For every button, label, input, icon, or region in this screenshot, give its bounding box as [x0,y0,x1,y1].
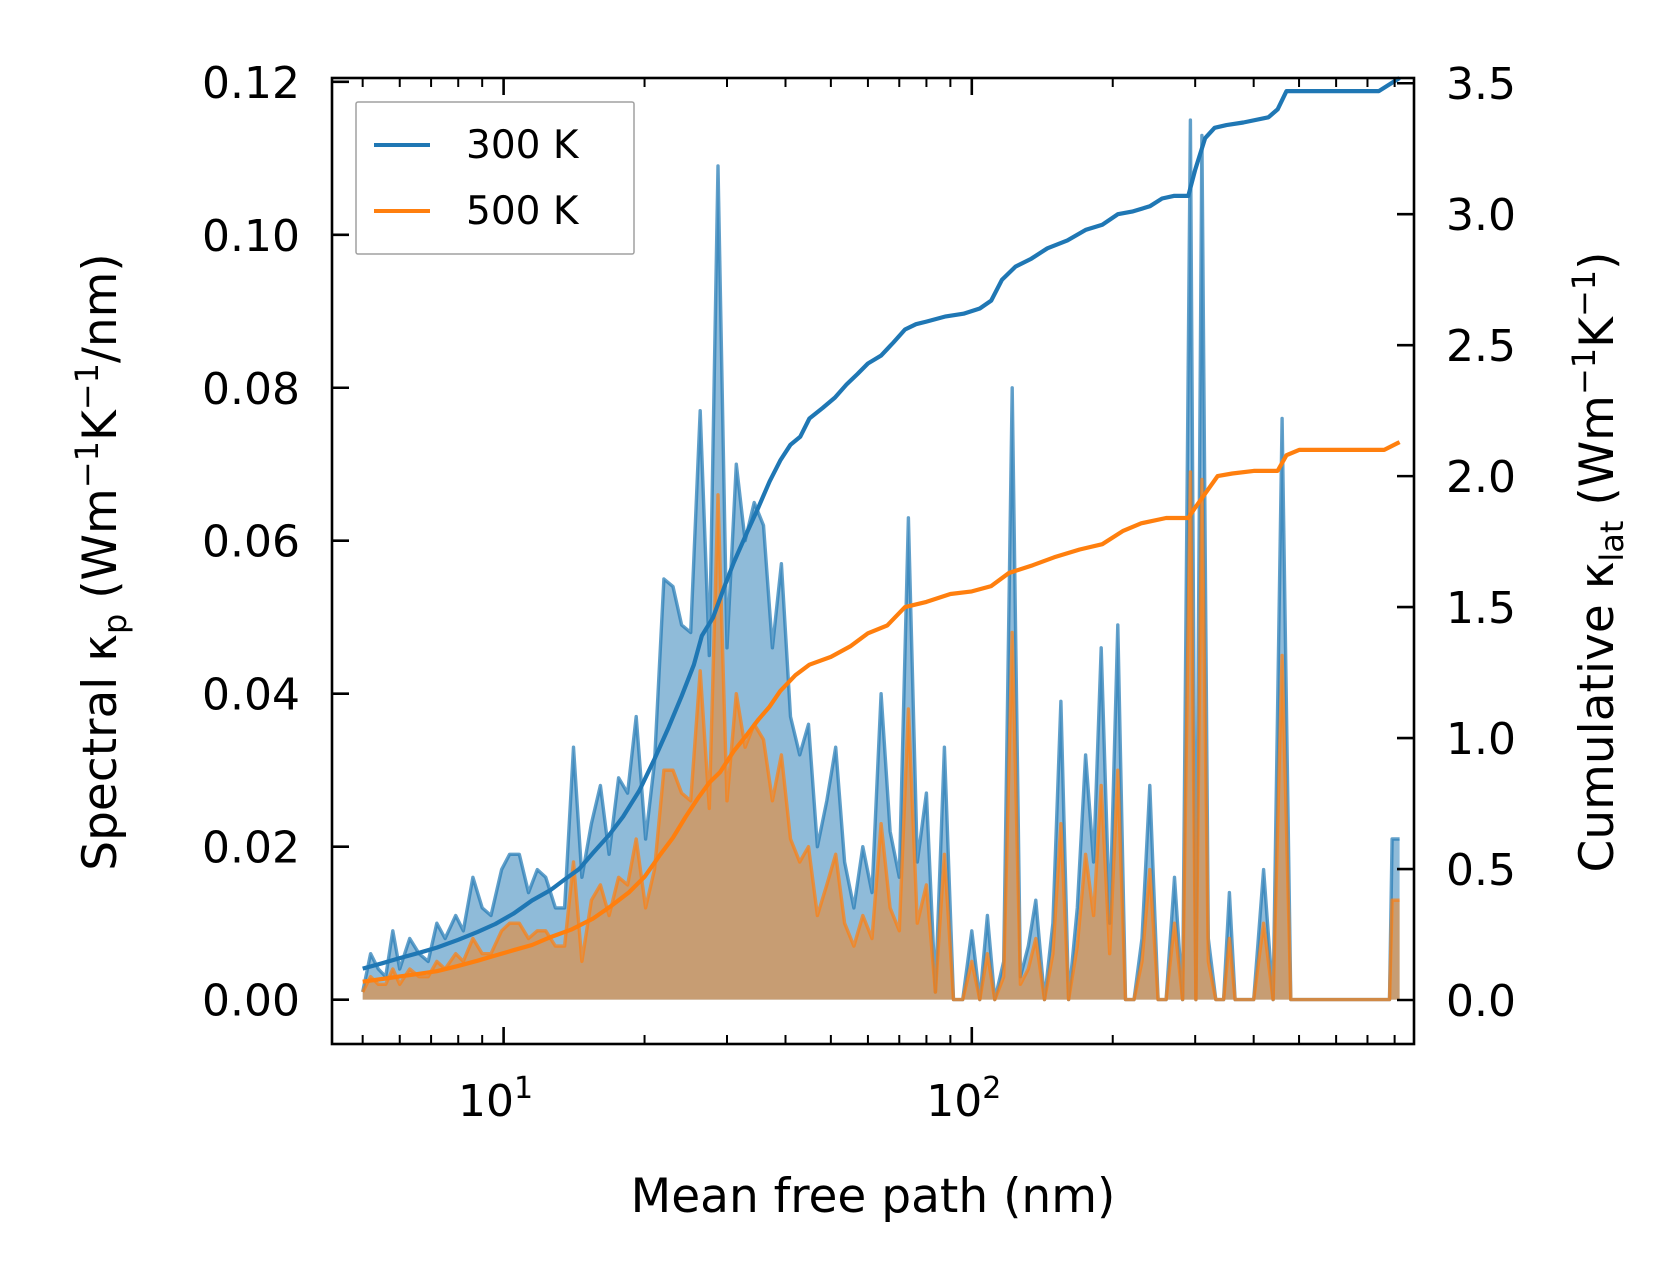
y-right-tick-label: 0.5 [1446,845,1516,896]
y-label-left-sup1: −1 [68,441,106,488]
y-left-tick-label: 0.00 [202,976,300,1027]
y-left-tick-label: 0.10 [202,211,300,262]
axes-layer: 101 1020.000.020.040.060.080.100.120.00.5… [202,58,1516,1127]
x-tick-label-exp: 1 [514,1071,533,1106]
y-label-left-prefix: Spectral κ [73,634,128,871]
spectral-line-500k [361,470,1400,1002]
y-right-tick-label: 0.0 [1446,976,1516,1027]
y-label-left-unit3: /nm) [73,253,128,363]
y-label-left-unit2: K [73,409,128,441]
y-left-tick-label: 0.02 [202,823,300,874]
y-left-tick-label: 0.06 [202,517,300,568]
cumulative-line-500k [362,440,1401,984]
y-label-right-prefix: Cumulative κ [1570,562,1625,873]
spectral-line-300k [361,118,1400,1002]
x-tick-label-exp: 2 [982,1071,1001,1106]
y-label-right-sup1: −1 [1565,348,1603,395]
y-label-left-unit1: (Wm [73,488,128,614]
x-tick-label: 102 [926,1071,1001,1127]
y-label-left-sub: p [96,614,134,634]
y-right-tick-label: 3.5 [1446,59,1516,110]
y-label-right-unit2: K [1570,316,1625,348]
y-label-right-sup2: −1 [1565,270,1603,317]
legend-box [355,101,635,255]
x-axis-label: Mean free path (nm) [631,1169,1116,1224]
y-label-right-unit3: ) [1570,251,1625,269]
cumulative-line-300k [362,76,1401,971]
x-tick-label-base: 10 [926,1076,982,1127]
legend-label-500k: 500 K [466,189,580,234]
y-right-tick-label: 3.0 [1446,190,1516,241]
y-label-right-sub: lat [1593,521,1631,562]
legend: 300 K 500 K [355,101,635,255]
y-right-tick-label: 1.0 [1446,714,1516,765]
y-right-tick-label: 1.5 [1446,583,1516,634]
y-axis-label-left: Spectral κp (Wm−1K−1/nm) [68,253,134,870]
plot-frame [330,76,1416,1046]
y-left-tick-label: 0.08 [202,364,300,415]
y-right-tick-label: 2.5 [1446,321,1516,372]
y-axis-label-right: Cumulative κlat (Wm−1K−1) [1565,251,1631,872]
x-tick-label: 101 [458,1071,533,1127]
y-left-tick-label: 0.12 [202,58,300,109]
y-label-left-sup2: −1 [68,363,106,410]
x-tick-label-base: 10 [458,1076,514,1127]
y-right-tick-label: 2.0 [1446,452,1516,503]
y-label-right-unit1: (Wm [1570,395,1625,521]
series-layer [361,76,1401,1002]
y-left-tick-label: 0.04 [202,670,300,721]
legend-label-300k: 300 K [466,123,580,168]
